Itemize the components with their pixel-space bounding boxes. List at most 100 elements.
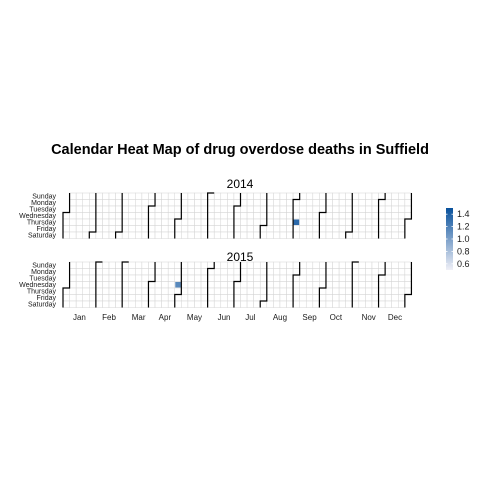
day-cell — [358, 199, 366, 207]
day-cell — [82, 212, 90, 220]
day-grid — [62, 261, 412, 308]
day-cell — [345, 287, 353, 295]
day-cell — [319, 212, 327, 220]
day-cell — [154, 218, 162, 226]
day-cell — [273, 218, 281, 226]
day-cell — [286, 261, 294, 269]
day-cell — [135, 192, 143, 200]
day-cell — [194, 261, 202, 269]
day-cell — [286, 199, 294, 207]
day-cell — [240, 192, 248, 200]
day-cell — [108, 205, 116, 213]
day-cell — [95, 231, 103, 239]
day-cell — [194, 205, 202, 213]
day-cell — [319, 294, 327, 302]
day-cell — [352, 218, 360, 226]
day-cell — [325, 199, 333, 207]
day-cell — [115, 261, 123, 269]
day-cell — [378, 225, 386, 233]
day-cell — [135, 294, 143, 302]
month-label: Jun — [218, 313, 231, 322]
day-cell — [187, 199, 195, 207]
chart-title: Calendar Heat Map of drug overdose death… — [51, 142, 429, 158]
day-cell — [345, 212, 353, 220]
day-cell — [148, 199, 156, 207]
day-cell — [135, 281, 143, 289]
day-cell — [227, 300, 235, 308]
day-cell — [154, 268, 162, 276]
day-cell — [121, 205, 129, 213]
day-cell — [391, 218, 399, 226]
day-cell — [89, 205, 97, 213]
day-cell — [312, 274, 320, 282]
day-cell — [266, 212, 274, 220]
day-cell — [325, 218, 333, 226]
day-cell — [128, 294, 136, 302]
day-cell — [292, 205, 300, 213]
day-cell — [141, 225, 149, 233]
day-cell — [102, 205, 110, 213]
day-cell — [358, 225, 366, 233]
day-cell — [352, 231, 360, 239]
day-cell — [128, 212, 136, 220]
day-cell — [259, 294, 268, 302]
day-cell — [194, 199, 202, 207]
day-cell — [194, 281, 202, 289]
day-cell — [352, 281, 360, 289]
day-cell — [108, 300, 116, 308]
day-cell — [220, 268, 228, 276]
day-cell — [352, 225, 360, 233]
day-cell — [148, 218, 156, 226]
day-cell — [279, 231, 287, 239]
day-cell — [200, 300, 208, 308]
day-cell — [181, 212, 189, 220]
day-cell — [141, 231, 149, 239]
day-cell — [148, 231, 156, 239]
day-cell — [62, 231, 70, 239]
day-cell — [378, 205, 386, 213]
day-cell — [148, 287, 156, 295]
day-cell — [213, 294, 222, 302]
day-cell — [227, 225, 235, 233]
day-cell — [75, 212, 83, 220]
day-cell — [398, 205, 406, 213]
weekday-label: Sunday — [32, 263, 56, 270]
month-label: Jan — [73, 313, 86, 322]
day-cell — [391, 281, 399, 289]
day-cell — [246, 212, 254, 220]
day-cell — [161, 199, 169, 207]
day-cell — [398, 218, 406, 226]
day-cell — [154, 205, 162, 213]
day-cell — [279, 199, 287, 207]
day-cell — [358, 212, 366, 220]
value-cell — [293, 219, 300, 225]
day-cell — [365, 199, 373, 207]
day-cell — [82, 199, 90, 207]
day-cell — [279, 212, 287, 220]
day-cell — [102, 281, 110, 289]
day-cell — [69, 261, 77, 269]
day-cell — [299, 199, 307, 207]
day-cell — [207, 287, 215, 295]
day-cell — [227, 274, 235, 282]
day-cell — [108, 199, 116, 207]
day-cell — [259, 218, 268, 226]
day-cell — [325, 300, 333, 308]
day-cell — [345, 205, 353, 213]
day-cell — [305, 261, 314, 269]
day-cell — [292, 268, 300, 276]
day-cell — [398, 300, 406, 308]
day-cell — [365, 218, 373, 226]
day-cell — [69, 212, 77, 220]
month-label: Feb — [102, 313, 116, 322]
day-cell — [365, 261, 373, 269]
day-cell — [115, 268, 123, 276]
day-cell — [286, 212, 294, 220]
day-cell — [398, 192, 406, 200]
day-cell — [371, 225, 379, 233]
day-cell — [62, 225, 70, 233]
day-cell — [305, 225, 314, 233]
day-cell — [89, 225, 97, 233]
day-cell — [404, 205, 412, 213]
day-cell — [266, 231, 274, 239]
